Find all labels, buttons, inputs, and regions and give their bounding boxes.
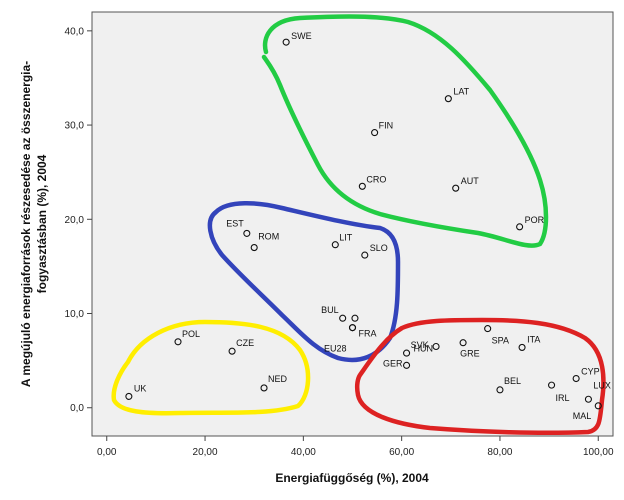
x-axis-title: Energiafüggőség (%), 2004: [275, 471, 429, 485]
point-label: CYP: [581, 367, 600, 377]
point-label: CZE: [236, 338, 254, 348]
point-label: EST: [226, 218, 244, 228]
point-label: EU28: [324, 344, 347, 354]
point-label: LIT: [339, 233, 353, 243]
point-label: ITA: [527, 334, 540, 344]
point-label: IRL: [556, 393, 570, 403]
data-point: [348, 324, 357, 332]
cluster-outline: [111, 319, 311, 416]
data-point: [358, 182, 366, 190]
y-tick-label: 20,0: [65, 215, 85, 226]
data-point: [459, 339, 467, 347]
data-point: [496, 386, 504, 394]
point-label: FIN: [379, 121, 394, 131]
data-point: [444, 95, 452, 103]
point-label: FRA: [359, 329, 377, 339]
point-label: MAL: [573, 411, 592, 421]
data-point: [282, 38, 290, 46]
point-label: ROM: [258, 232, 279, 242]
point-label: SPA: [492, 336, 509, 346]
y-tick-label: 30,0: [65, 121, 85, 132]
cluster-outline: [354, 317, 606, 436]
data-point: [403, 349, 411, 357]
axis-ticks: 0,00 20,00 40,00 60,00 80,00 100,00 0,0 10,0 20,…: [65, 26, 614, 458]
data-point: [174, 338, 182, 346]
data-point: [572, 374, 580, 383]
data-point: [516, 223, 524, 231]
x-tick-label: 60,00: [389, 447, 414, 458]
cluster-outlines: [111, 14, 606, 436]
y-tick-label: 40,0: [65, 26, 85, 37]
point-label: HUN: [414, 343, 434, 353]
point-label: CRO: [366, 174, 386, 184]
point-label: AUT: [461, 176, 480, 186]
y-tick-label: 0,0: [70, 403, 84, 414]
data-point: [403, 361, 411, 369]
point-label: BEL: [504, 376, 521, 386]
data-point: [125, 392, 133, 400]
data-point: [228, 347, 236, 355]
point-label: UK: [134, 383, 147, 393]
x-tick-label: 20,00: [193, 447, 218, 458]
point-label: POL: [182, 329, 200, 339]
x-tick-label: 80,00: [487, 447, 512, 458]
data-point: [432, 342, 440, 351]
y-tick-label: 10,0: [65, 309, 85, 320]
point-label: NED: [268, 374, 288, 384]
point-label: LUX: [593, 380, 611, 390]
data-point: [584, 395, 592, 403]
x-tick-label: 100,00: [583, 447, 614, 458]
data-point: [351, 314, 359, 322]
point-label: GRE: [460, 349, 480, 359]
y-axis-title-line-2: fogyasztásban (%), 2004: [35, 154, 49, 293]
point-label: SWE: [291, 31, 312, 41]
data-point: [243, 229, 251, 237]
data-point: [331, 241, 339, 249]
data-point: [452, 184, 460, 192]
cluster-outline: [261, 14, 549, 248]
x-tick-label: 0,00: [97, 447, 117, 458]
y-axis-title-line-1: A megújuló energiaforrások részesedése a…: [19, 61, 33, 387]
point-label: LAT: [453, 87, 469, 97]
data-point: [594, 402, 602, 410]
data-point: [371, 129, 379, 137]
data-point: [339, 314, 347, 322]
data-points: SWE LAT FIN CRO AUT POR EST ROM LIT SLO BUL FRA EU28…: [125, 31, 611, 421]
x-tick-label: 40,00: [291, 447, 316, 458]
data-point: [250, 244, 258, 252]
point-label: BUL: [321, 305, 339, 315]
data-point: [548, 381, 556, 389]
data-point: [484, 325, 492, 333]
point-label: SLO: [370, 243, 388, 253]
data-point: [361, 251, 369, 259]
data-point: [260, 384, 268, 392]
point-label: GER: [383, 358, 403, 368]
point-label: POR: [525, 215, 545, 225]
data-point: [518, 343, 526, 351]
point-label: SVK: [411, 340, 429, 350]
